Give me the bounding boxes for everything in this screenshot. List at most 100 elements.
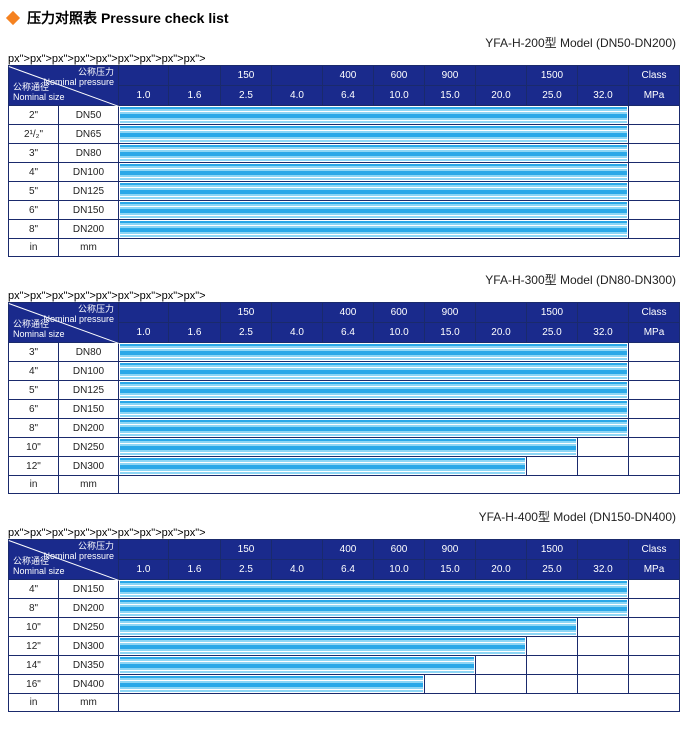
class-cell: [578, 66, 629, 86]
pressure-bar: [119, 656, 476, 675]
size-in: 16": [9, 675, 59, 694]
class-cell: [272, 66, 323, 86]
size-in: 14": [9, 656, 59, 675]
empty-cell: [527, 675, 578, 694]
mpa-cell: 32.0: [578, 560, 629, 580]
unit-mm: mm: [59, 239, 119, 257]
row-end: [629, 144, 680, 163]
mpa-cell: 1.0: [119, 323, 169, 343]
page-title: 压力对照表 Pressure check list: [27, 8, 229, 28]
empty-cell: [527, 457, 578, 476]
row-end: [629, 125, 680, 144]
pressure-bar: [119, 201, 629, 220]
class-cell: [169, 540, 221, 560]
size-dn: DN150: [59, 201, 119, 220]
size-in: 5": [9, 182, 59, 201]
class-cell: [476, 303, 527, 323]
row-end: [629, 362, 680, 381]
pressure-bar: [119, 220, 629, 239]
class-cell: 900: [425, 66, 476, 86]
class-cell: [578, 303, 629, 323]
mpa-cell: 6.4: [323, 323, 374, 343]
mpa-cell: 10.0: [374, 560, 425, 580]
class-cell: 400: [323, 303, 374, 323]
class-cell: [476, 66, 527, 86]
row-end: [629, 220, 680, 239]
pressure-table: 公称压力Nominal pressure 公称通径Nominal size 15…: [8, 539, 680, 712]
pressure-bar: [119, 362, 629, 381]
pressure-bar: [119, 457, 527, 476]
empty-cell: [578, 438, 629, 457]
mpa-cell: 4.0: [272, 560, 323, 580]
class-cell: 150: [221, 540, 272, 560]
unit-row-blank: [119, 239, 680, 257]
mpa-cell: 25.0: [527, 560, 578, 580]
class-cell: [578, 540, 629, 560]
size-dn: DN125: [59, 381, 119, 400]
diamond-icon: [6, 11, 20, 25]
size-dn: DN200: [59, 220, 119, 239]
size-in: 12": [9, 637, 59, 656]
size-in: 4": [9, 580, 59, 599]
size-in: 10": [9, 438, 59, 457]
size-dn: DN300: [59, 457, 119, 476]
size-in: 6": [9, 400, 59, 419]
pressure-table: 公称压力Nominal pressure 公称通径Nominal size 15…: [8, 65, 680, 257]
class-cell: 1500: [527, 303, 578, 323]
mpa-cell: 4.0: [272, 323, 323, 343]
table-subtitle: YFA-H-300型 Model (DN80-DN300): [8, 271, 676, 288]
row-end: [629, 637, 680, 656]
size-dn: DN200: [59, 419, 119, 438]
size-dn: DN65: [59, 125, 119, 144]
size-in: 10": [9, 618, 59, 637]
row-end: [629, 163, 680, 182]
unit-mm: mm: [59, 476, 119, 494]
class-cell: 600: [374, 303, 425, 323]
pressure-bar: [119, 599, 629, 618]
mpa-cell: 32.0: [578, 86, 629, 106]
class-cell: 150: [221, 66, 272, 86]
mpa-cell: 15.0: [425, 323, 476, 343]
mpa-cell: 15.0: [425, 86, 476, 106]
mpa-cell: 25.0: [527, 323, 578, 343]
empty-cell: [578, 675, 629, 694]
empty-cell: [527, 656, 578, 675]
mpa-label: MPa: [629, 86, 680, 106]
row-end: [629, 381, 680, 400]
pressure-bar: [119, 637, 527, 656]
table-section: YFA-H-300型 Model (DN80-DN300) px">px">px…: [8, 271, 680, 494]
pressure-bar: [119, 163, 629, 182]
class-cell: [119, 303, 169, 323]
row-end: [629, 182, 680, 201]
mpa-cell: 6.4: [323, 86, 374, 106]
size-dn: DN80: [59, 343, 119, 362]
row-end: [629, 618, 680, 637]
size-in: 8": [9, 220, 59, 239]
size-in: 4": [9, 163, 59, 182]
size-dn: DN350: [59, 656, 119, 675]
mpa-cell: 1.0: [119, 560, 169, 580]
pressure-bar: [119, 343, 629, 362]
mpa-cell: 2.5: [221, 560, 272, 580]
mpa-cell: 15.0: [425, 560, 476, 580]
empty-cell: [476, 675, 527, 694]
page-title-row: 压力对照表 Pressure check list: [8, 8, 680, 28]
table-section: YFA-H-400型 Model (DN150-DN400) px">px">p…: [8, 508, 680, 712]
unit-in: in: [9, 239, 59, 257]
pressure-bar: [119, 438, 578, 457]
size-dn: DN250: [59, 438, 119, 457]
pressure-bar: [119, 381, 629, 400]
pressure-bar: [119, 125, 629, 144]
empty-cell: [578, 637, 629, 656]
class-cell: [272, 540, 323, 560]
unit-in: in: [9, 476, 59, 494]
class-label: Class: [629, 303, 680, 323]
size-in: 2": [9, 106, 59, 125]
pressure-bar: [119, 400, 629, 419]
row-end: [629, 201, 680, 220]
mpa-cell: 10.0: [374, 323, 425, 343]
empty-cell: [578, 457, 629, 476]
mpa-cell: 2.5: [221, 86, 272, 106]
size-in: 8": [9, 419, 59, 438]
mpa-cell: 10.0: [374, 86, 425, 106]
